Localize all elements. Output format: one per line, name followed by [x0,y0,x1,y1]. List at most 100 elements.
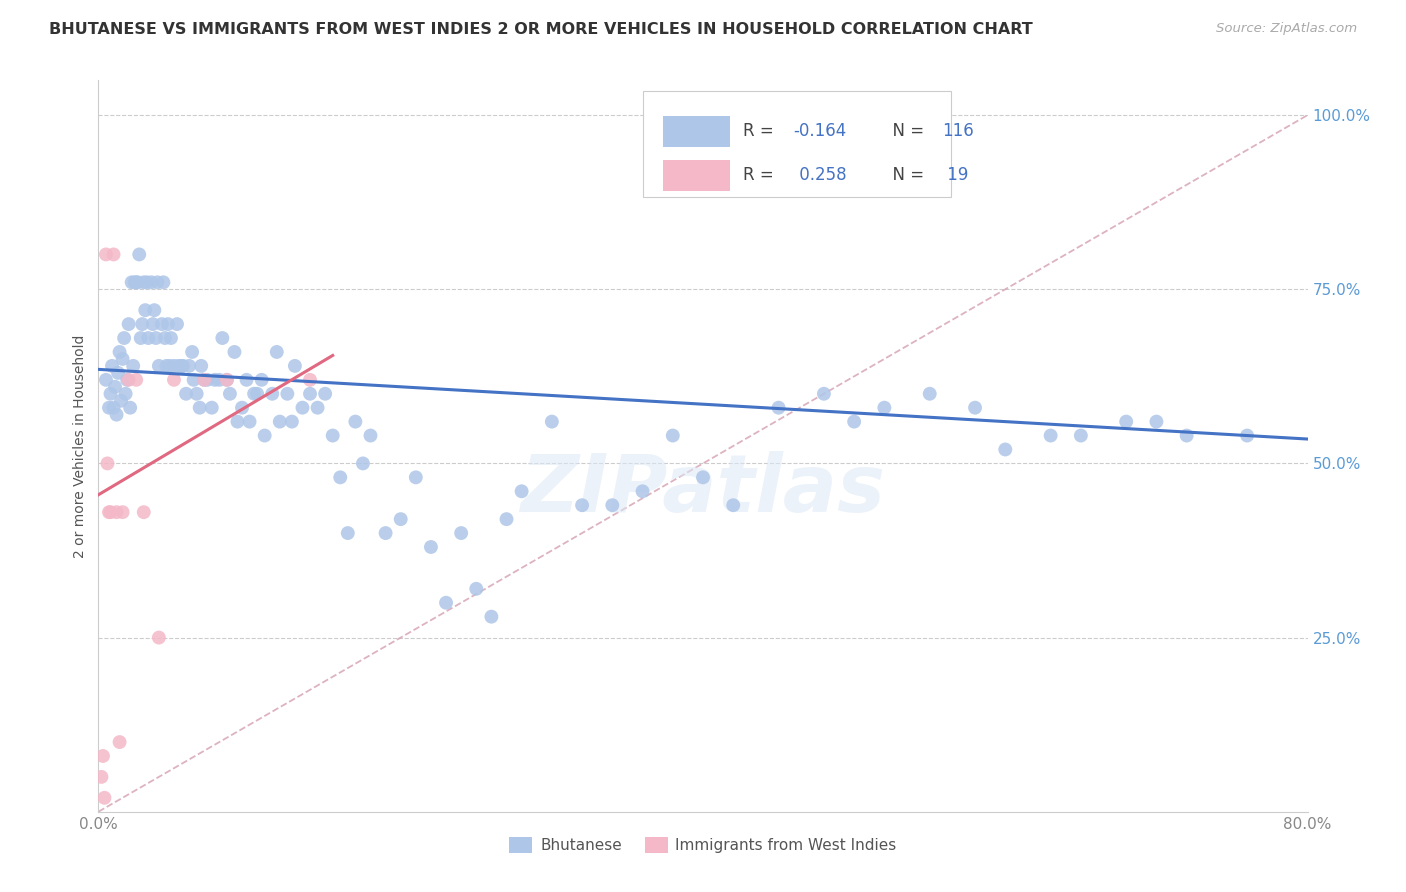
Point [193,373,215,387]
Point [93,790,115,805]
Point [631,484,654,499]
Point [1070,428,1092,442]
Point [136,331,159,345]
Point [101,359,124,373]
Point [143,303,166,318]
Point [125,275,148,289]
Text: Source: ZipAtlas.com: Source: ZipAtlas.com [1216,22,1357,36]
Point [284,359,307,373]
Point [1236,428,1258,442]
Point [1115,415,1137,429]
Point [129,331,152,345]
Text: BHUTANESE VS IMMIGRANTS FROM WEST INDIES 2 OR MORE VEHICLES IN HOUSEHOLD CORRELA: BHUTANESE VS IMMIGRANTS FROM WEST INDIES… [49,22,1033,37]
Point [495,512,517,526]
Point [692,470,714,484]
Point [94,247,117,261]
Point [215,373,238,387]
Point [389,512,412,526]
Legend: Bhutanese, Immigrants from West Indies: Bhutanese, Immigrants from West Indies [503,830,903,859]
Point [374,526,396,541]
Point [352,457,374,471]
Point [344,415,367,429]
Text: N =: N = [882,167,929,185]
Point [94,373,117,387]
Point [813,386,835,401]
Point [148,359,170,373]
Bar [664,116,730,147]
Point [1175,428,1198,442]
Point [450,526,472,541]
Point [141,275,163,289]
Point [510,484,533,499]
Point [291,401,314,415]
Point [132,505,155,519]
Point [115,373,138,387]
Point [336,526,359,541]
Point [239,415,262,429]
Point [204,373,226,387]
Point [201,401,224,415]
Point [602,498,624,512]
Point [1144,415,1167,429]
Point [128,247,150,261]
Point [166,317,188,331]
Point [314,386,336,401]
Point [329,470,352,484]
Point [243,386,266,401]
Point [98,401,121,415]
Point [170,359,193,373]
Point [172,359,194,373]
Point [111,505,134,519]
Point [661,428,683,442]
Point [110,393,132,408]
Point [160,331,183,345]
Point [114,386,136,401]
Y-axis label: 2 or more Vehicles in Household: 2 or more Vehicles in Household [73,334,87,558]
Point [281,415,304,429]
Point [150,317,173,331]
Point [100,386,122,401]
Point [107,366,129,380]
Point [146,275,169,289]
Point [434,596,457,610]
Point [235,373,257,387]
Point [215,373,238,387]
Point [103,247,125,261]
Point [91,749,114,764]
Text: 116: 116 [942,122,974,140]
Point [112,331,135,345]
Point [183,373,205,387]
Point [994,442,1017,457]
Point [105,505,128,519]
Point [768,401,790,415]
Point [226,415,249,429]
Point [224,345,246,359]
Point [121,275,143,289]
Point [219,386,242,401]
Text: -0.164: -0.164 [794,122,846,140]
Point [299,386,322,401]
Point [420,540,443,554]
Point [190,359,212,373]
Point [148,631,170,645]
Point [159,359,181,373]
Point [142,317,165,331]
Point [122,359,145,373]
Point [195,373,218,387]
Point [179,359,201,373]
Point [250,373,273,387]
Point [571,498,593,512]
Point [105,408,128,422]
Point [96,457,118,471]
Text: 0.258: 0.258 [794,167,846,185]
Point [322,428,344,442]
Point [152,275,174,289]
Point [156,317,179,331]
Text: ZIPatlas: ZIPatlas [520,450,886,529]
Text: N =: N = [882,122,929,140]
Point [253,428,276,442]
Point [188,401,211,415]
Point [540,415,562,429]
Point [167,359,190,373]
Text: R =: R = [742,122,779,140]
